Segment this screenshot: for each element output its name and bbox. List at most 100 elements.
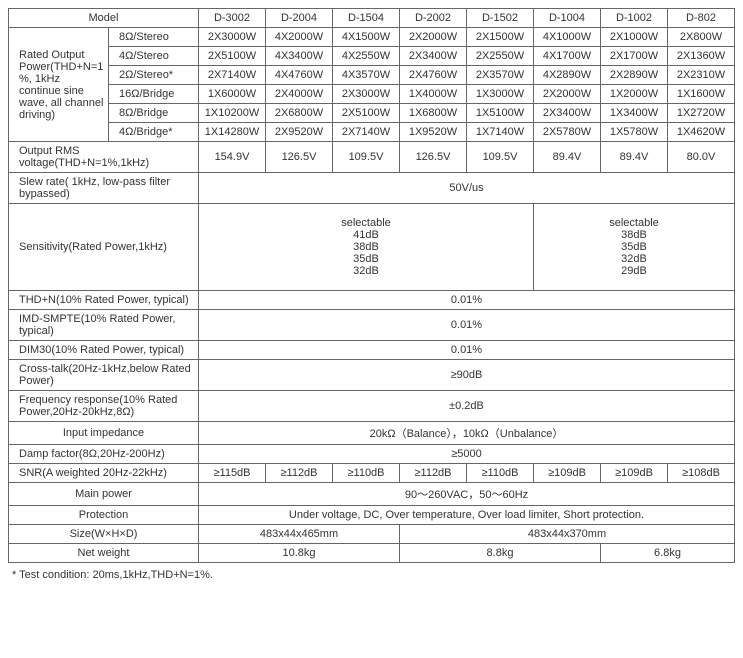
- weight-c: 6.8kg: [601, 544, 735, 563]
- table-row: 2Ω/Stereo* 2X7140W 4X4760W 4X3570W 2X476…: [9, 66, 735, 85]
- val-cell: 1X4000W: [400, 85, 467, 104]
- cond-cell: 16Ω/Bridge: [109, 85, 199, 104]
- damp-label: Damp factor(8Ω,20Hz-200Hz): [9, 445, 199, 464]
- val-cell: 2X3400W: [400, 47, 467, 66]
- val-cell: 1X5100W: [467, 104, 534, 123]
- main-val: 90～260VAC，50～60Hz: [199, 483, 735, 506]
- table-row: SNR(A weighted 20Hz-22kHz) ≥115dB ≥112dB…: [9, 464, 735, 483]
- main-label: Main power: [9, 483, 199, 506]
- table-row: Rated Output Power(THD+N=1%, 1kHz contin…: [9, 28, 735, 47]
- col-header: D-3002: [199, 9, 266, 28]
- val-cell: 1X7140W: [467, 123, 534, 142]
- cond-cell: 4Ω/Bridge*: [109, 123, 199, 142]
- footnote: * Test condition: 20ms,1kHz,THD+N=1%.: [8, 569, 735, 581]
- val-cell: 1X4620W: [668, 123, 735, 142]
- col-header: D-1002: [601, 9, 668, 28]
- val-cell: 1X1600W: [668, 85, 735, 104]
- table-row: THD+N(10% Rated Power, typical) 0.01%: [9, 291, 735, 310]
- sens-b: selectable 38dB 35dB 32dB 29dB: [534, 204, 735, 291]
- sens-label: Sensitivity(Rated Power,1kHz): [9, 204, 199, 291]
- val-cell: 4X1500W: [333, 28, 400, 47]
- imd-val: 0.01%: [199, 310, 735, 341]
- freq-val: ±0.2dB: [199, 391, 735, 422]
- weight-a: 10.8kg: [199, 544, 400, 563]
- val-cell: 1X3400W: [601, 104, 668, 123]
- val-cell: 4X3570W: [333, 66, 400, 85]
- val-cell: 89.4V: [601, 142, 668, 173]
- table-row: 4Ω/Bridge* 1X14280W 2X9520W 2X7140W 1X95…: [9, 123, 735, 142]
- val-cell: ≥109dB: [534, 464, 601, 483]
- cond-cell: 8Ω/Stereo: [109, 28, 199, 47]
- table-row: 8Ω/Bridge 1X10200W 2X6800W 2X5100W 1X680…: [9, 104, 735, 123]
- freq-label: Frequency response(10% Rated Power,20Hz-…: [9, 391, 199, 422]
- val-cell: ≥112dB: [266, 464, 333, 483]
- val-cell: 2X3570W: [467, 66, 534, 85]
- val-cell: 2X9520W: [266, 123, 333, 142]
- slew-val: 50V/us: [199, 173, 735, 204]
- val-cell: ≥110dB: [333, 464, 400, 483]
- table-row: Output RMS voltage(THD+N=1%,1kHz) 154.9V…: [9, 142, 735, 173]
- val-cell: 2X3400W: [534, 104, 601, 123]
- val-cell: 126.5V: [400, 142, 467, 173]
- val-cell: 4X3400W: [266, 47, 333, 66]
- spec-table: Model D-3002 D-2004 D-1504 D-2002 D-1502…: [8, 8, 735, 563]
- col-header: D-1504: [333, 9, 400, 28]
- val-cell: 2X5100W: [333, 104, 400, 123]
- val-cell: 2X2310W: [668, 66, 735, 85]
- val-cell: 4X2890W: [534, 66, 601, 85]
- thd-label: THD+N(10% Rated Power, typical): [9, 291, 199, 310]
- rms-label: Output RMS voltage(THD+N=1%,1kHz): [9, 142, 199, 173]
- thd-val: 0.01%: [199, 291, 735, 310]
- val-cell: 2X2550W: [467, 47, 534, 66]
- table-row: Model D-3002 D-2004 D-1504 D-2002 D-1502…: [9, 9, 735, 28]
- table-row: Cross-talk(20Hz-1kHz,below Rated Power) …: [9, 360, 735, 391]
- prot-val: Under voltage, DC, Over temperature, Ove…: [199, 506, 735, 525]
- val-cell: 109.5V: [467, 142, 534, 173]
- val-cell: 2X4000W: [266, 85, 333, 104]
- weight-label: Net weight: [9, 544, 199, 563]
- val-cell: 2X1360W: [668, 47, 735, 66]
- val-cell: 2X1000W: [601, 28, 668, 47]
- val-cell: 4X2000W: [266, 28, 333, 47]
- header-model: Model: [9, 9, 199, 28]
- val-cell: 4X4760W: [266, 66, 333, 85]
- table-row: Protection Under voltage, DC, Over tempe…: [9, 506, 735, 525]
- val-cell: 109.5V: [333, 142, 400, 173]
- val-cell: 1X6800W: [400, 104, 467, 123]
- val-cell: ≥112dB: [400, 464, 467, 483]
- sens-a: selectable 41dB 38dB 35dB 32dB: [199, 204, 534, 291]
- val-cell: 2X2000W: [534, 85, 601, 104]
- val-cell: 2X2000W: [400, 28, 467, 47]
- col-header: D-1004: [534, 9, 601, 28]
- size-label: Size(W×H×D): [9, 525, 199, 544]
- weight-b: 8.8kg: [400, 544, 601, 563]
- table-row: Input impedance 20kΩ（Balance），10kΩ（Unbal…: [9, 422, 735, 445]
- col-header: D-2004: [266, 9, 333, 28]
- val-cell: ≥109dB: [601, 464, 668, 483]
- val-cell: 2X5100W: [199, 47, 266, 66]
- cond-cell: 8Ω/Bridge: [109, 104, 199, 123]
- table-row: Sensitivity(Rated Power,1kHz) selectable…: [9, 204, 735, 291]
- table-row: Damp factor(8Ω,20Hz-200Hz) ≥5000: [9, 445, 735, 464]
- val-cell: 1X3000W: [467, 85, 534, 104]
- table-row: IMD-SMPTE(10% Rated Power, typical) 0.01…: [9, 310, 735, 341]
- snr-label: SNR(A weighted 20Hz-22kHz): [9, 464, 199, 483]
- table-row: Net weight 10.8kg 8.8kg 6.8kg: [9, 544, 735, 563]
- val-cell: 2X1500W: [467, 28, 534, 47]
- val-cell: 2X7140W: [199, 66, 266, 85]
- prot-label: Protection: [9, 506, 199, 525]
- dim-val: 0.01%: [199, 341, 735, 360]
- table-row: Slew rate( 1kHz, low-pass filter bypasse…: [9, 173, 735, 204]
- imd-label: IMD-SMPTE(10% Rated Power, typical): [9, 310, 199, 341]
- val-cell: 2X1700W: [601, 47, 668, 66]
- val-cell: 2X800W: [668, 28, 735, 47]
- size-b: 483x44x370mm: [400, 525, 735, 544]
- val-cell: ≥115dB: [199, 464, 266, 483]
- damp-val: ≥5000: [199, 445, 735, 464]
- table-row: 4Ω/Stereo 2X5100W 4X3400W 4X2550W 2X3400…: [9, 47, 735, 66]
- col-header: D-802: [668, 9, 735, 28]
- col-header: D-2002: [400, 9, 467, 28]
- val-cell: 80.0V: [668, 142, 735, 173]
- dim-label: DIM30(10% Rated Power, typical): [9, 341, 199, 360]
- val-cell: 4X2550W: [333, 47, 400, 66]
